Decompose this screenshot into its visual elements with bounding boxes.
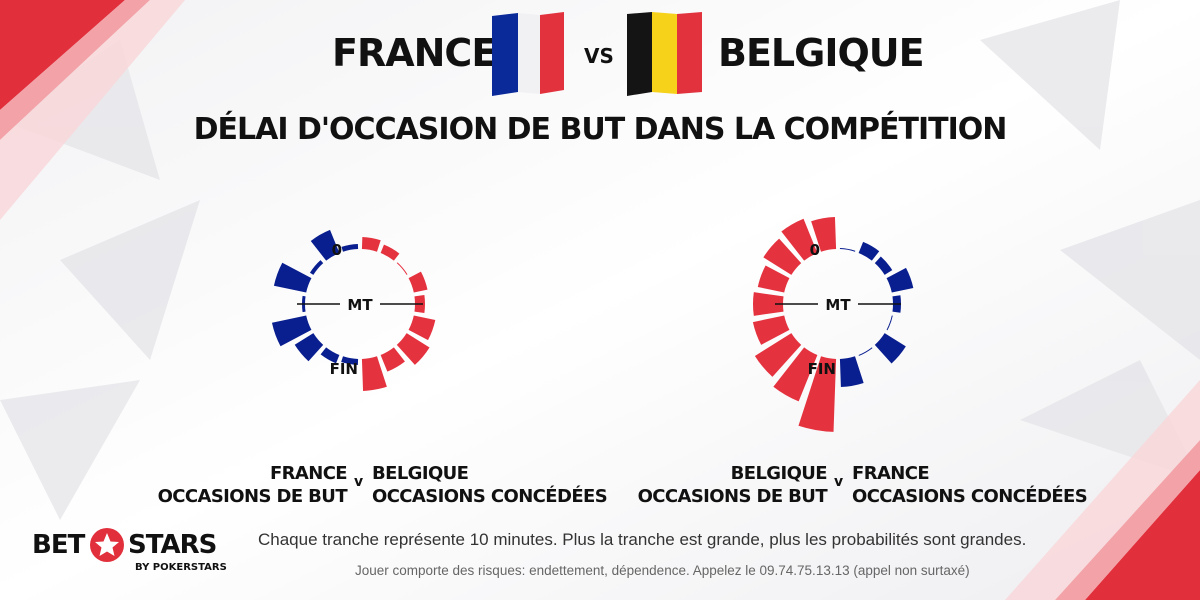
bar-left-50-60 xyxy=(752,315,790,345)
caption-line: OCCASIONS DE BUT xyxy=(637,486,828,507)
bar-left-40-50 xyxy=(753,292,784,316)
bar-right-50-60 xyxy=(886,315,893,331)
bar-right-30-40 xyxy=(886,267,914,293)
team-left-title: FRANCE xyxy=(332,31,497,75)
logo-stars-text: STARS xyxy=(128,530,217,560)
bar-left-50-60 xyxy=(271,315,312,347)
caption-left-b: BELGIQUE OCCASIONS CONCÉDÉES xyxy=(372,462,608,508)
bar-left-60-70 xyxy=(754,333,802,377)
caption-team: BELGIQUE xyxy=(372,463,469,484)
label-end: FIN xyxy=(330,360,358,378)
bar-right-10-20 xyxy=(858,241,880,261)
bar-right-20-30 xyxy=(396,262,408,275)
bar-left-30-40 xyxy=(757,265,790,293)
bar-right-80-90 xyxy=(839,356,864,387)
bar-left-10-20 xyxy=(781,218,818,261)
footer-disclaimer: Jouer comporte des risques: endettement,… xyxy=(355,563,970,578)
bar-left-70-80 xyxy=(320,347,340,364)
bar-right-10-20 xyxy=(380,244,400,261)
caption-v: v xyxy=(354,474,364,490)
bar-left-70-80 xyxy=(773,347,818,402)
bar-left-30-40 xyxy=(273,262,312,293)
bar-right-80-90 xyxy=(361,356,387,391)
bar-right-0-10 xyxy=(361,237,381,252)
label-halftime: MT xyxy=(825,296,851,314)
bar-right-50-60 xyxy=(408,315,436,341)
radial-chart-france: 0 MT FIN xyxy=(271,229,436,391)
bar-left-10-20 xyxy=(310,229,340,261)
bar-right-60-70 xyxy=(874,333,906,364)
bar-left-80-90 xyxy=(798,356,837,432)
logo-sub-text: BY POKERSTARS xyxy=(135,562,227,573)
label-end: FIN xyxy=(808,360,836,378)
caption-right-b: FRANCE OCCASIONS CONCÉDÉES xyxy=(852,462,1088,508)
bar-left-0-10 xyxy=(811,217,837,252)
team-right-title: BELGIQUE xyxy=(718,31,925,75)
bar-right-0-10 xyxy=(839,248,856,252)
caption-line: OCCASIONS DE BUT xyxy=(157,486,348,507)
bar-right-70-80 xyxy=(380,347,405,372)
caption-team: FRANCE xyxy=(269,463,348,484)
caption-team: FRANCE xyxy=(852,463,930,484)
label-start: 0 xyxy=(332,241,342,259)
bar-left-20-30 xyxy=(763,238,802,275)
vs-label: VS xyxy=(584,44,614,68)
caption-line: OCCASIONS CONCÉDÉES xyxy=(372,486,608,507)
label-halftime: MT xyxy=(347,296,373,314)
bar-right-20-30 xyxy=(874,256,893,275)
bar-left-0-10 xyxy=(341,244,359,252)
chart-title: DÉLAI D'OCCASION DE BUT DANS LA COMPÉTIT… xyxy=(193,112,1008,147)
france-flag-icon xyxy=(492,12,564,96)
caption-v: v xyxy=(834,474,844,490)
radial-chart-belgique: 0 MT FIN xyxy=(752,217,914,432)
bar-left-20-30 xyxy=(309,260,324,275)
label-start: 0 xyxy=(810,241,820,259)
bar-right-70-80 xyxy=(858,347,873,356)
caption-right-a: BELGIQUE OCCASIONS DE BUT xyxy=(637,462,828,508)
bar-left-60-70 xyxy=(294,333,324,362)
betstars-logo: BET STARS BY POKERSTARS xyxy=(32,526,232,578)
belgium-flag-icon xyxy=(627,12,702,96)
caption-left-a: FRANCE OCCASIONS DE BUT xyxy=(157,462,348,508)
footer-note: Chaque tranche représente 10 minutes. Pl… xyxy=(258,530,1027,549)
bar-left-80-90 xyxy=(341,356,359,365)
bar-right-30-40 xyxy=(408,271,428,293)
star-icon xyxy=(90,528,124,562)
bar-right-60-70 xyxy=(396,333,430,365)
caption-team: BELGIQUE xyxy=(730,463,828,484)
caption-line: OCCASIONS CONCÉDÉES xyxy=(852,486,1088,507)
logo-bet-text: BET xyxy=(32,530,85,560)
